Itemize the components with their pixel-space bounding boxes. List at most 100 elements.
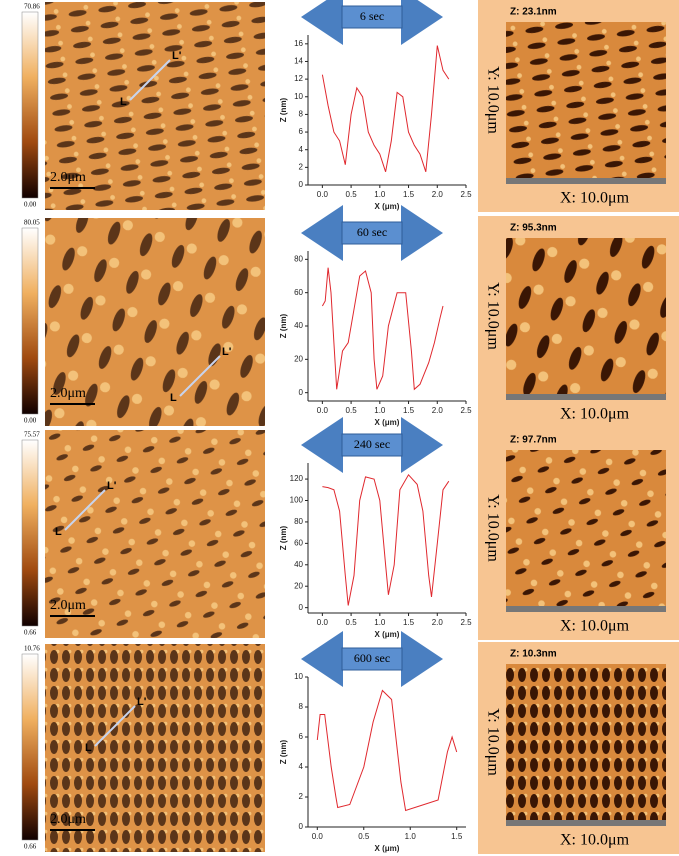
- chart-title: 60 sec: [357, 225, 387, 239]
- y-tick-label: 0: [299, 388, 304, 397]
- y-tick-label: 0: [299, 822, 304, 831]
- x-tick-label: 2.0: [432, 190, 444, 199]
- profile-end: L': [107, 480, 117, 492]
- x-tick-label: 0.5: [358, 832, 370, 841]
- x-tick-label: 0.0: [317, 406, 329, 415]
- x-tick-label: 1.0: [405, 832, 417, 841]
- y-tick-label: 20: [294, 354, 303, 363]
- x-axis-label: X (μm): [375, 844, 400, 853]
- y-tick-label: 60: [294, 288, 303, 297]
- y-tick-label: 2: [299, 792, 304, 801]
- x-label-3d: X: 10.0μm: [560, 832, 630, 849]
- x-tick-label: 2.0: [432, 406, 444, 415]
- profile: [322, 268, 443, 390]
- profile-end: L': [137, 696, 147, 708]
- y-label-3d: Y: 10.0μm: [484, 494, 501, 562]
- y-axis-label: Z (nm): [279, 525, 288, 550]
- profile-end: L': [172, 50, 182, 62]
- x-tick-label: 1.5: [451, 832, 463, 841]
- y-tick-label: 60: [294, 538, 303, 547]
- z-label: Z: 95.3nm: [510, 223, 557, 234]
- y-tick-label: 6: [299, 127, 304, 136]
- 3d-image: [506, 450, 666, 608]
- 3d-image: [506, 238, 666, 396]
- colorbar-max: 70.86: [24, 3, 40, 11]
- profile-start: L: [120, 96, 127, 108]
- x-tick-label: 1.5: [403, 618, 415, 627]
- profile-start: L: [85, 742, 92, 754]
- colorbar-min: 0.66: [24, 629, 37, 637]
- 3d-base: [506, 606, 666, 612]
- x-tick-label: 2.5: [460, 618, 472, 627]
- x-label-3d: X: 10.0μm: [560, 406, 630, 423]
- colorbar-min: 0.00: [24, 201, 37, 209]
- y-tick-label: 40: [294, 560, 303, 569]
- scale-bar-label: 2.0μm: [50, 598, 86, 613]
- y-tick-label: 8: [299, 110, 304, 119]
- chart-title: 6 sec: [360, 9, 384, 23]
- colorbar: [22, 440, 38, 626]
- x-tick-label: 1.0: [374, 190, 386, 199]
- y-tick-label: 4: [299, 762, 304, 771]
- colorbar: [22, 12, 38, 198]
- x-tick-label: 1.0: [374, 406, 386, 415]
- x-tick-label: 0.0: [312, 832, 324, 841]
- profile: [317, 691, 456, 811]
- profile: [322, 475, 448, 606]
- 3d-image: [506, 664, 666, 822]
- x-tick-label: 0.0: [317, 190, 329, 199]
- y-label-3d: Y: 10.0μm: [484, 282, 501, 350]
- y-tick-label: 40: [294, 321, 303, 330]
- x-tick-label: 2.5: [460, 406, 472, 415]
- y-axis-label: Z (nm): [279, 313, 288, 338]
- y-tick-label: 0: [299, 180, 304, 189]
- x-label-3d: X: 10.0μm: [560, 618, 630, 635]
- x-axis-label: X (μm): [375, 202, 400, 211]
- x-axis-label: X (μm): [375, 630, 400, 639]
- y-axis-label: Z (nm): [279, 97, 288, 122]
- x-tick-label: 0.5: [346, 190, 358, 199]
- y-tick-label: 80: [294, 517, 303, 526]
- scale-bar-label: 2.0μm: [50, 170, 86, 185]
- profile-start: L: [55, 526, 62, 538]
- chart-title: 600 sec: [354, 651, 390, 665]
- profile-end: L': [222, 346, 232, 358]
- 3d-image: [506, 22, 666, 180]
- scale-bar-label: 2.0μm: [50, 812, 86, 827]
- chart-title: 240 sec: [354, 437, 390, 451]
- z-label: Z: 10.3nm: [510, 649, 557, 660]
- x-tick-label: 1.0: [374, 618, 386, 627]
- colorbar: [22, 228, 38, 414]
- x-tick-label: 0.0: [317, 618, 329, 627]
- colorbar-max: 80.05: [24, 219, 40, 227]
- y-tick-label: 0: [299, 603, 304, 612]
- 3d-base: [506, 394, 666, 400]
- y-label-3d: Y: 10.0μm: [484, 66, 501, 134]
- x-tick-label: 0.5: [346, 406, 358, 415]
- profile: [322, 46, 448, 172]
- figure: 70.860.002.0μmLL'Z: 23.1nmX: 10.0μmY: 10…: [0, 0, 679, 856]
- 3d-base: [506, 820, 666, 826]
- z-label: Z: 23.1nm: [510, 7, 557, 18]
- profile-start: L: [170, 392, 177, 404]
- z-label: Z: 97.7nm: [510, 435, 557, 446]
- y-tick-label: 4: [299, 145, 304, 154]
- y-tick-label: 8: [299, 702, 304, 711]
- y-axis-label: Z (nm): [279, 739, 288, 764]
- x-label-3d: X: 10.0μm: [560, 190, 630, 207]
- colorbar: [22, 654, 38, 840]
- x-axis-label: X (μm): [375, 418, 400, 427]
- y-label-3d: Y: 10.0μm: [484, 708, 501, 776]
- y-tick-label: 6: [299, 732, 304, 741]
- colorbar-min: 0.00: [24, 417, 37, 425]
- scale-bar-label: 2.0μm: [50, 386, 86, 401]
- y-tick-label: 10: [294, 672, 303, 681]
- y-tick-label: 16: [294, 39, 303, 48]
- x-tick-label: 1.5: [403, 406, 415, 415]
- colorbar-max: 10.76: [24, 645, 40, 653]
- x-tick-label: 2.5: [460, 190, 472, 199]
- y-tick-label: 80: [294, 254, 303, 263]
- y-tick-label: 14: [294, 57, 303, 66]
- x-tick-label: 2.0: [432, 618, 444, 627]
- y-tick-label: 100: [290, 496, 304, 505]
